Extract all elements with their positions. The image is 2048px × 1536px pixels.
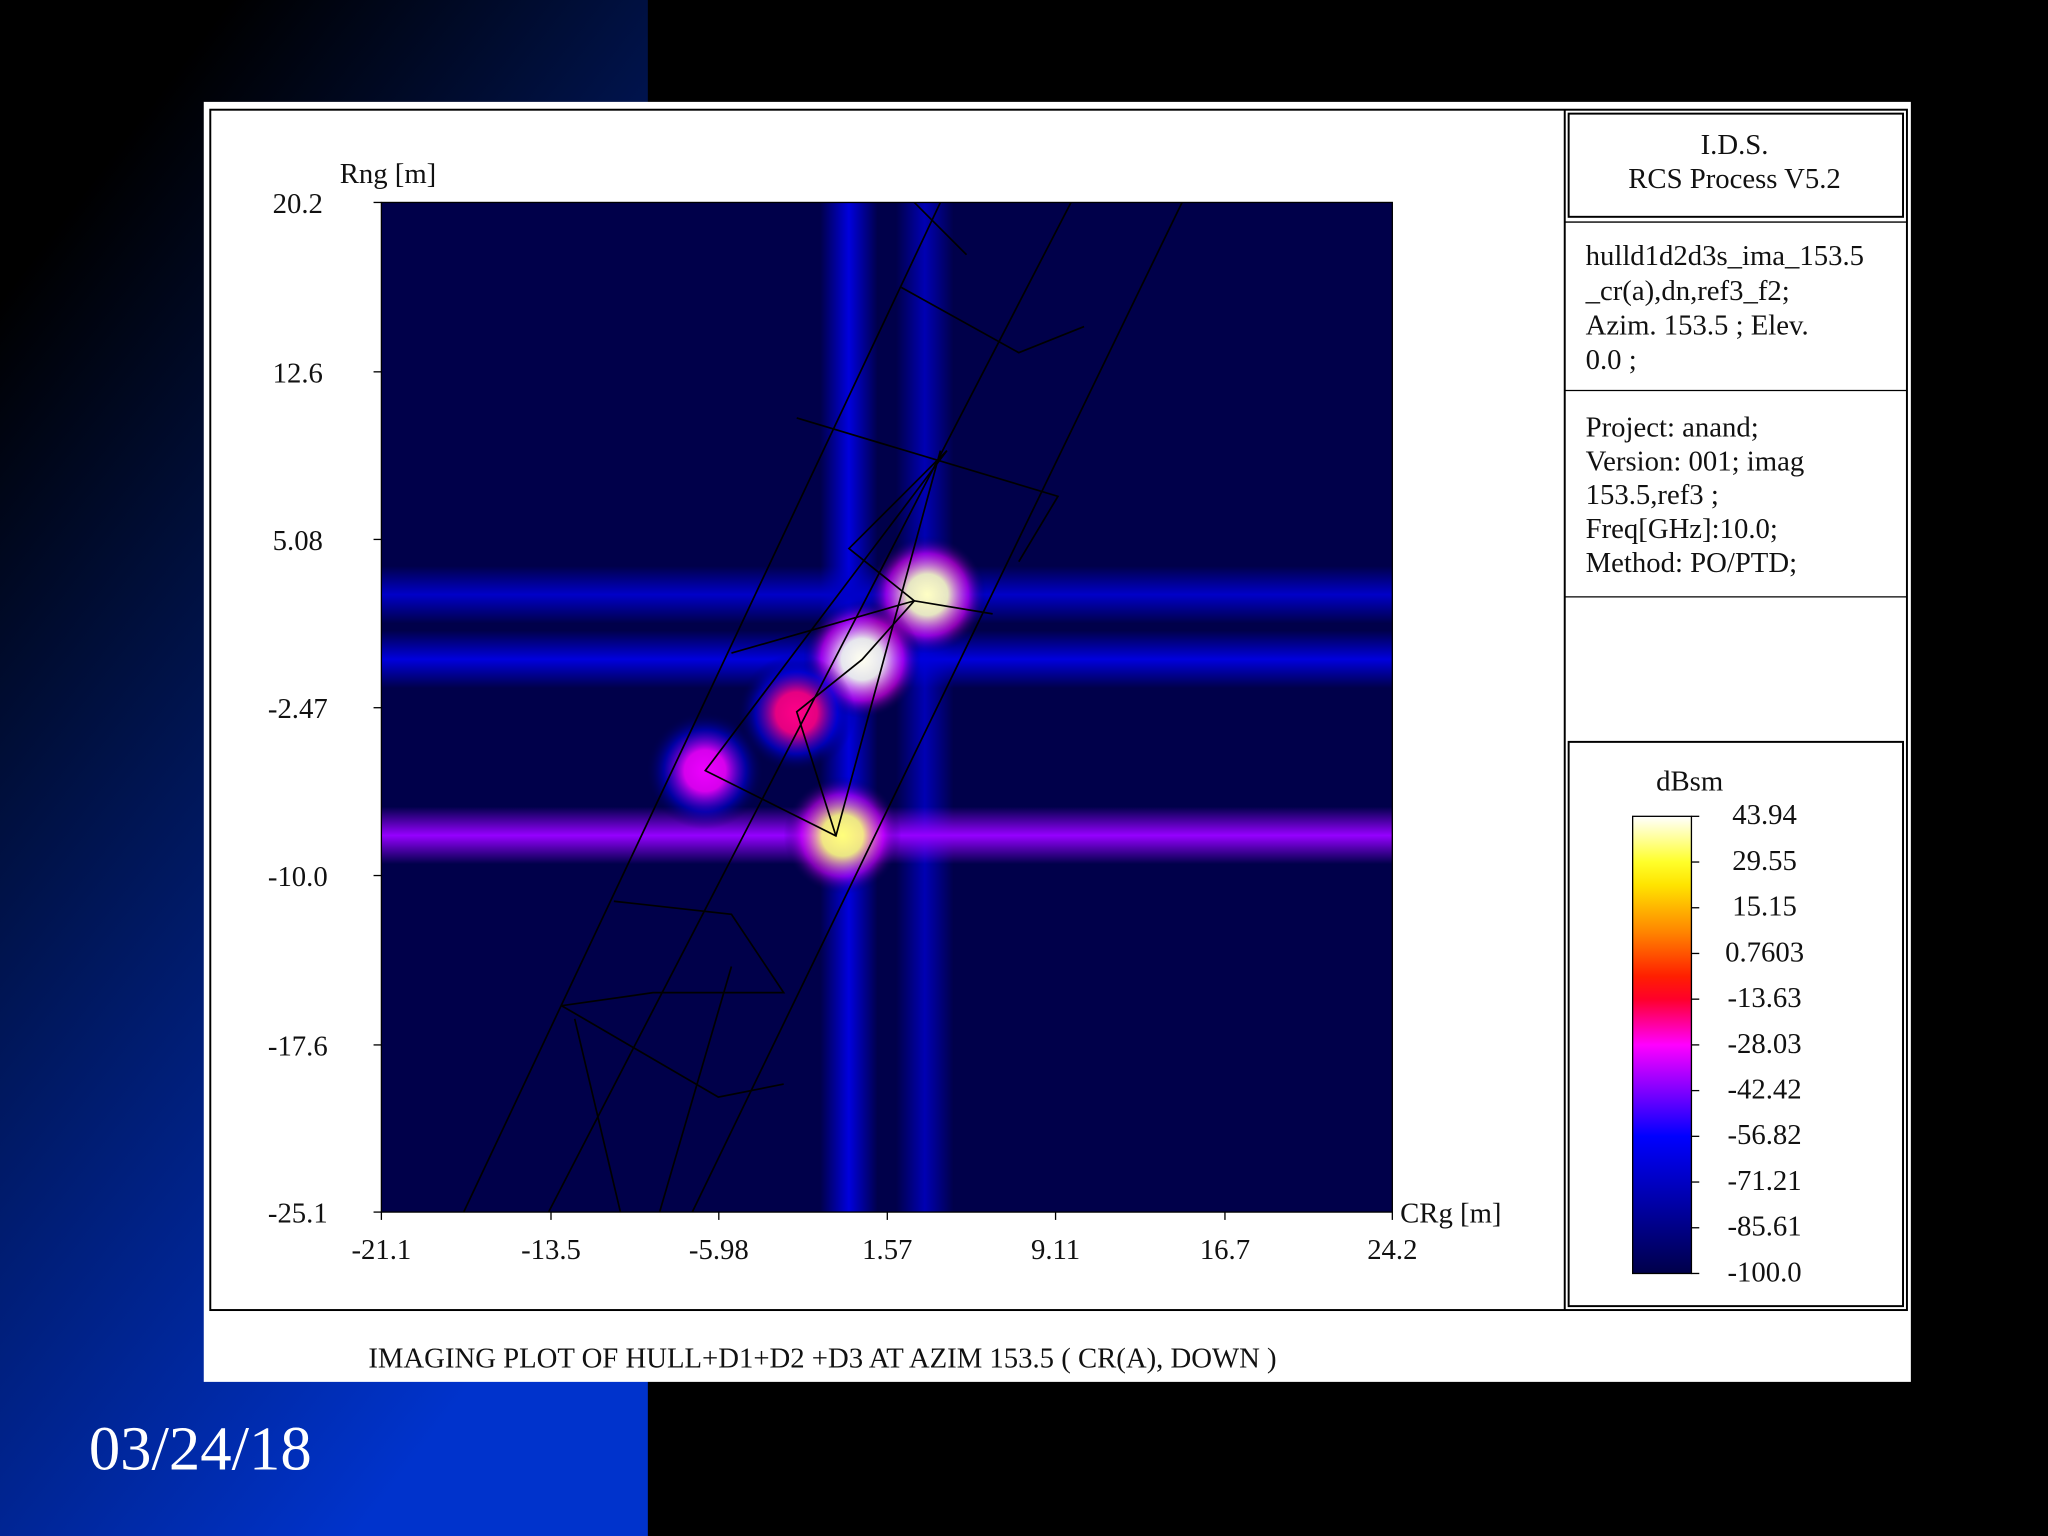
x-tick-label: 1.57 (862, 1234, 912, 1266)
colorbar-tick-label: 29.55 (1732, 845, 1797, 877)
y-tick-label: -25.1 (268, 1198, 328, 1230)
project-info-line: Freq[GHz]:10.0; (1586, 513, 1778, 545)
project-info-line: 153.5,ref3 ; (1586, 479, 1719, 511)
colorbar-tick-label: 43.94 (1732, 799, 1797, 831)
vertical-band (896, 202, 954, 1213)
project-info-line: Project: anand; (1586, 411, 1759, 443)
x-tick-label: -13.5 (521, 1234, 581, 1266)
colorbar-tick-label: -85.61 (1727, 1211, 1801, 1243)
file-info-line: Azim. 153.5 ; Elev. (1586, 309, 1809, 341)
colorbar-tick-label: -100.0 (1727, 1256, 1801, 1288)
hull-outline (462, 202, 1183, 1213)
header-box (1567, 112, 1904, 218)
x-tick-label: 16.7 (1200, 1234, 1250, 1266)
y-tick-label: 5.08 (273, 525, 323, 557)
colorbar-tick-label: -28.03 (1727, 1028, 1801, 1060)
project-info-line: Method: PO/PTD; (1586, 547, 1797, 579)
file-info-line: 0.0 ; (1586, 344, 1637, 376)
slide-date: 03/24/18 (89, 1413, 312, 1483)
file-info-line: _cr(a),dn,ref3_f2; (1585, 275, 1790, 307)
colorbar-tick-label: 0.7603 (1725, 936, 1804, 968)
header-line: RCS Process V5.2 (1628, 163, 1841, 195)
colorbar-tick-label: -13.63 (1727, 982, 1801, 1014)
plot-area (381, 202, 1393, 1213)
colorbar-box (1567, 740, 1904, 1308)
colorbar-scale (1631, 815, 1693, 1275)
y-tick-label: -17.6 (268, 1030, 328, 1062)
x-tick-label: -5.98 (689, 1234, 749, 1266)
colorbar: 43.94 29.55 15.15 0.7603 -13.63 -28.03 -42.42 -… (1631, 799, 1804, 1288)
x-tick-label: 9.11 (1031, 1234, 1080, 1266)
colorbar-tick-label: -56.82 (1727, 1119, 1801, 1151)
x-tick-label: 24.2 (1367, 1234, 1417, 1266)
y-tick-label: -2.47 (268, 693, 328, 725)
colorbar-tick-label: -71.21 (1727, 1165, 1801, 1197)
file-info-line: hulld1d2d3s_ima_153.5 (1586, 240, 1864, 272)
y-axis-label: Rng [m] (340, 158, 437, 190)
colorbar-label: dBsm (1656, 765, 1723, 797)
figure-frame (209, 108, 1908, 1312)
y-tick-label: 12.6 (273, 357, 323, 389)
x-tick-label: -21.1 (351, 1234, 411, 1266)
project-info-line: Version: 001; imag (1586, 445, 1805, 477)
colorbar-tick-label: 15.15 (1732, 891, 1797, 923)
header-line: I.D.S. (1701, 129, 1769, 161)
y-tick-label: -10.0 (268, 861, 328, 893)
colorbar-tick-label: -42.42 (1727, 1073, 1801, 1105)
x-axis-label: CRg [m] (1400, 1198, 1501, 1230)
chart-title: IMAGING PLOT OF HULL+D1+D2 +D3 AT AZIM 1… (368, 1343, 1276, 1375)
hotspot (783, 776, 902, 895)
y-tick-label: 20.2 (273, 188, 323, 220)
